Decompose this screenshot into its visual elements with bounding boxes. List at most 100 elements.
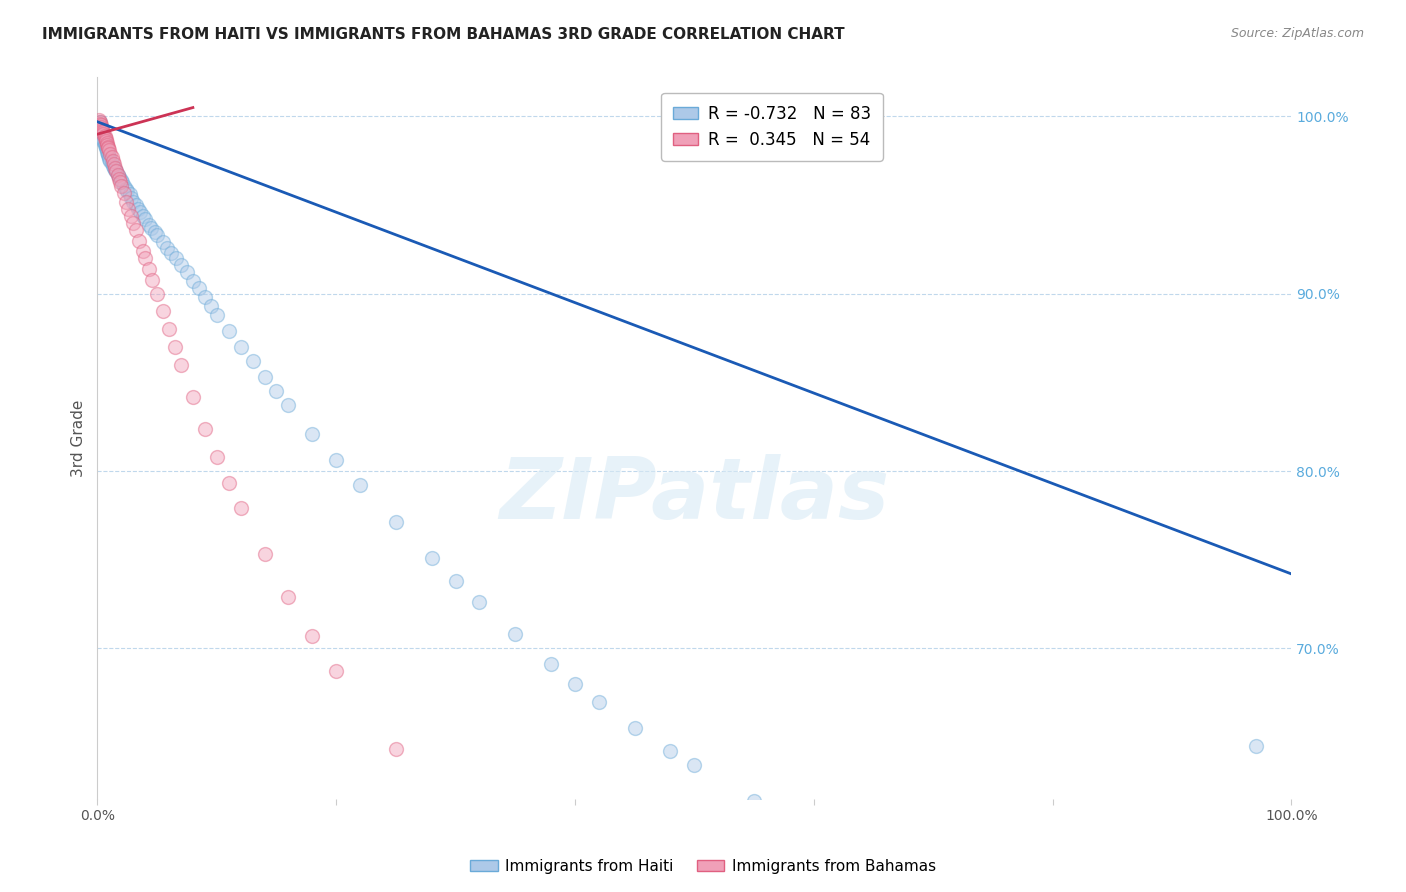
- Point: [96, 143, 118, 157]
- Point: [155, 241, 177, 255]
- Point: [200, 299, 222, 313]
- Point: [100, 155, 122, 169]
- Point: [187, 281, 209, 295]
- Point: [91, 121, 114, 136]
- Point: [94, 132, 117, 146]
- Point: [385, 742, 408, 756]
- Point: [94, 134, 117, 148]
- Point: [103, 161, 125, 175]
- Point: [118, 187, 141, 202]
- Point: [143, 225, 166, 239]
- Point: [146, 228, 169, 243]
- Point: [97, 148, 120, 162]
- Point: [93, 136, 115, 150]
- Point: [301, 629, 323, 643]
- Point: [385, 516, 408, 530]
- Point: [588, 694, 610, 708]
- Point: [742, 794, 765, 808]
- Point: [128, 234, 150, 248]
- Point: [922, 871, 945, 886]
- Point: [98, 143, 121, 157]
- Point: [90, 120, 112, 134]
- Point: [503, 627, 526, 641]
- Point: [104, 162, 127, 177]
- Point: [115, 184, 138, 198]
- Point: [98, 150, 121, 164]
- Point: [101, 153, 124, 168]
- Point: [122, 194, 145, 209]
- Point: [623, 721, 645, 735]
- Point: [96, 145, 118, 159]
- Point: [93, 130, 115, 145]
- Point: [97, 146, 120, 161]
- Point: [91, 127, 114, 141]
- Point: [277, 590, 299, 604]
- Point: [129, 205, 152, 219]
- Text: ZIPatlas: ZIPatlas: [499, 455, 890, 538]
- Point: [325, 665, 347, 679]
- Point: [90, 120, 112, 134]
- Point: [91, 134, 114, 148]
- Point: [444, 574, 467, 588]
- Point: [98, 152, 121, 166]
- Point: [181, 274, 204, 288]
- Point: [205, 450, 228, 464]
- Legend: R = -0.732   N = 83, R =  0.345   N = 54: R = -0.732 N = 83, R = 0.345 N = 54: [661, 93, 883, 161]
- Point: [803, 824, 825, 838]
- Point: [120, 209, 142, 223]
- Point: [105, 164, 128, 178]
- Point: [120, 191, 142, 205]
- Point: [100, 153, 122, 168]
- Point: [420, 550, 443, 565]
- Point: [176, 265, 198, 279]
- Point: [194, 421, 217, 435]
- Point: [96, 136, 118, 150]
- Point: [107, 168, 129, 182]
- Point: [105, 164, 128, 178]
- Point: [132, 209, 155, 223]
- Point: [205, 308, 228, 322]
- Point: [103, 157, 125, 171]
- Point: [127, 202, 149, 216]
- Point: [112, 186, 135, 200]
- Point: [134, 212, 156, 227]
- Point: [540, 657, 562, 672]
- Text: IMMIGRANTS FROM HAITI VS IMMIGRANTS FROM BAHAMAS 3RD GRADE CORRELATION CHART: IMMIGRANTS FROM HAITI VS IMMIGRANTS FROM…: [42, 27, 845, 42]
- Point: [108, 169, 131, 184]
- Point: [90, 125, 112, 139]
- Point: [242, 354, 264, 368]
- Point: [146, 286, 169, 301]
- Legend: Immigrants from Haiti, Immigrants from Bahamas: Immigrants from Haiti, Immigrants from B…: [464, 853, 942, 880]
- Point: [89, 116, 111, 130]
- Point: [138, 261, 160, 276]
- Point: [862, 848, 884, 863]
- Point: [91, 132, 114, 146]
- Text: Source: ZipAtlas.com: Source: ZipAtlas.com: [1230, 27, 1364, 40]
- Point: [325, 453, 347, 467]
- Point: [89, 115, 111, 129]
- Point: [87, 113, 110, 128]
- Point: [165, 252, 187, 266]
- Point: [89, 115, 111, 129]
- Point: [94, 139, 117, 153]
- Point: [91, 127, 114, 141]
- Point: [683, 758, 706, 772]
- Point: [115, 182, 138, 196]
- Point: [108, 175, 131, 189]
- Point: [108, 171, 131, 186]
- Point: [218, 324, 240, 338]
- Point: [117, 202, 139, 216]
- Point: [101, 159, 124, 173]
- Point: [218, 476, 240, 491]
- Point: [91, 125, 114, 139]
- Point: [152, 304, 174, 318]
- Point: [138, 218, 160, 232]
- Point: [152, 235, 174, 250]
- Point: [111, 175, 134, 189]
- Point: [141, 272, 163, 286]
- Point: [301, 426, 323, 441]
- Point: [170, 259, 193, 273]
- Point: [659, 744, 682, 758]
- Point: [139, 221, 162, 235]
- Point: [124, 198, 146, 212]
